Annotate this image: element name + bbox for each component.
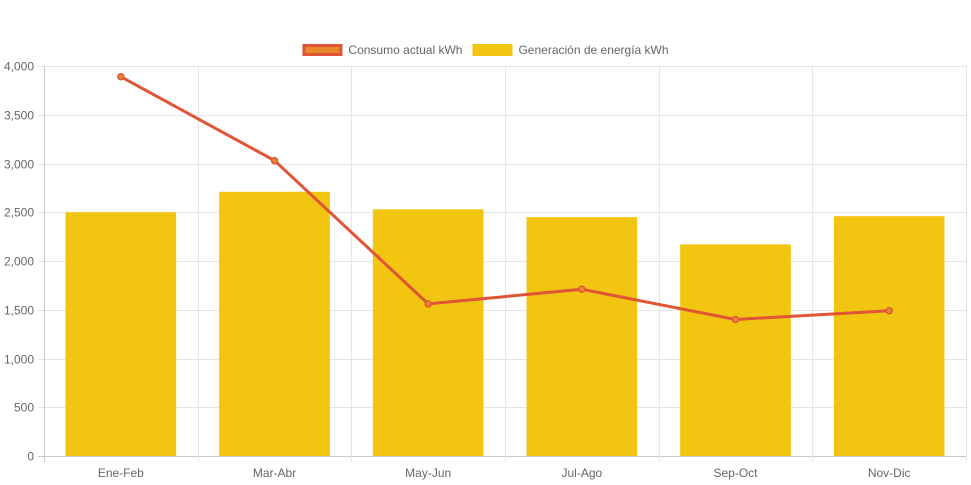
y-tick-label: 1,000 (4, 353, 34, 367)
legend-swatch (472, 44, 513, 56)
legend-swatch (302, 44, 343, 56)
axes: 0 500 1,000 1,500 2,000 2,500 3,000 3,500 4,000 E… (4, 60, 911, 481)
y-tick-label: 2,500 (4, 206, 34, 220)
bar-series (65, 191, 945, 456)
point-consumo[interactable] (578, 285, 586, 294)
legend-item-generacion[interactable]: Generación de energía kWh (472, 43, 669, 57)
legend[interactable]: Consumo actual kWh Generación de energía … (302, 43, 669, 57)
y-tick-label: 1,500 (4, 304, 34, 318)
y-tick-label: 2,000 (4, 255, 34, 269)
x-tick-label: Mar-Abr (253, 466, 296, 480)
legend-label: Generación de energía kWh (518, 43, 668, 57)
bar-generacion[interactable] (372, 209, 484, 456)
x-tick-label: Ene-Feb (98, 466, 144, 480)
y-tick-label: 0 (27, 450, 34, 464)
bar-generacion[interactable] (526, 217, 638, 456)
y-tick-label: 3,000 (4, 158, 34, 172)
line-series (117, 72, 893, 324)
x-tick-label: Nov-Dic (868, 466, 911, 480)
x-tick-label: Sep-Oct (713, 466, 758, 480)
x-tick-label: May-Jun (405, 466, 451, 480)
y-tick-label: 4,000 (4, 60, 34, 74)
point-consumo[interactable] (731, 315, 740, 324)
legend-item-consumo[interactable]: Consumo actual kWh (302, 43, 463, 57)
point-consumo[interactable] (117, 72, 125, 81)
grid-lines (38, 66, 967, 462)
legend-label: Consumo actual kWh (348, 43, 462, 57)
y-tick-label: 500 (14, 401, 34, 415)
point-consumo[interactable] (270, 156, 279, 165)
y-tick-label: 3,500 (4, 109, 34, 123)
bar-generacion[interactable] (219, 191, 330, 456)
bar-generacion[interactable] (680, 244, 791, 456)
x-tick-label: Jul-Ago (561, 466, 602, 480)
bar-generacion[interactable] (65, 212, 177, 456)
bar-generacion[interactable] (833, 216, 945, 456)
point-consumo[interactable] (424, 300, 432, 308)
line-consumo (120, 75, 890, 321)
point-consumo[interactable] (885, 306, 893, 315)
